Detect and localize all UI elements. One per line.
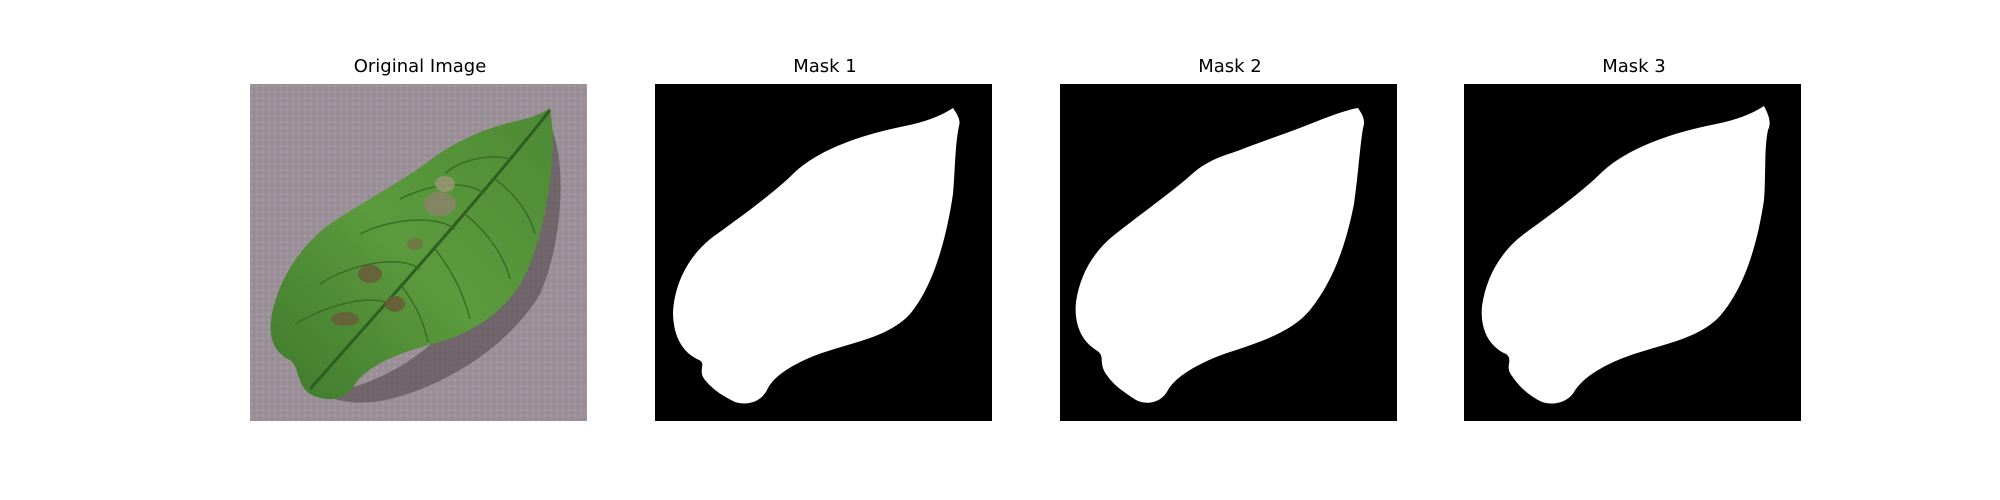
leaf-veins (294, 156, 536, 343)
mask-3-panel: Mask 3 (1464, 56, 1804, 421)
mask-foreground (673, 108, 960, 404)
mask-1-panel: Mask 1 (655, 56, 995, 421)
mask-1-image (655, 84, 992, 421)
mask-foreground (1075, 108, 1365, 403)
leaf-midrib (308, 109, 552, 390)
panel-title: Original Image (353, 56, 487, 77)
leaf-shadow (320, 124, 561, 403)
mask-2-image (1060, 84, 1397, 421)
panel-title: Mask 3 (1602, 56, 1666, 77)
mask-foreground (1481, 106, 1770, 404)
mask-2-panel: Mask 2 (1060, 56, 1400, 421)
leaf-photo (250, 84, 587, 421)
panel-title: Mask 1 (793, 56, 857, 77)
mask-3-image (1464, 84, 1801, 421)
leaf-lesions (331, 176, 456, 326)
leaf-shape (270, 108, 553, 400)
panel-title: Mask 2 (1198, 56, 1262, 77)
original-image-panel: Original Image (250, 56, 590, 421)
